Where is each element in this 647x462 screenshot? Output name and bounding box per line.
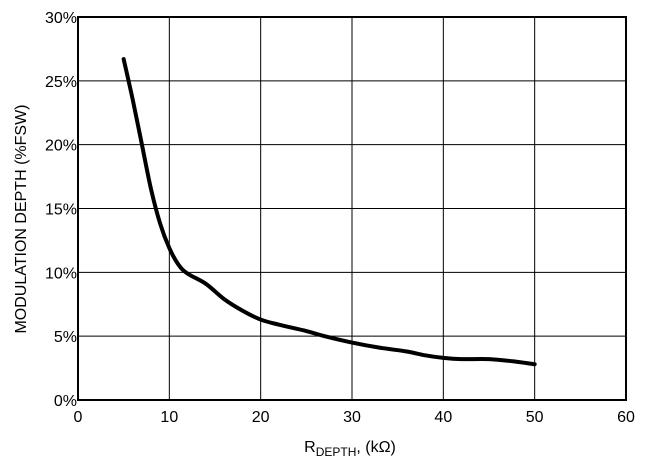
plot-frame <box>77 16 627 401</box>
x-tick-label: 10 <box>160 409 178 426</box>
grid <box>78 17 626 400</box>
y-axis-title: MODULATION DEPTH (%FSW) <box>13 104 30 333</box>
y-tick-label: 0% <box>54 393 77 410</box>
x-tick-label: 30 <box>343 409 361 426</box>
x-tick-label: 20 <box>252 409 270 426</box>
y-tick-label: 5% <box>54 329 77 346</box>
x-axis-title-main: R <box>304 439 316 456</box>
x-tick-label: 40 <box>434 409 452 426</box>
x-axis-title-suffix: , (kΩ) <box>356 439 396 456</box>
x-tick-label: 50 <box>526 409 544 426</box>
series-line <box>121 57 537 367</box>
y-tick-label: 25% <box>45 74 77 91</box>
y-tick-label: 20% <box>45 138 77 155</box>
y-tick-label: 10% <box>45 265 77 282</box>
y-tick-labels: 0% 5% 10% 15% 20% 25% 30% <box>45 10 77 410</box>
x-axis-title-subscript: DEPTH <box>316 445 357 459</box>
x-axis-title: RDEPTH, (kΩ) <box>304 439 396 459</box>
x-tick-label: 60 <box>617 409 635 426</box>
x-tick-labels: 0 10 20 30 40 50 60 <box>74 409 635 426</box>
x-tick-label: 0 <box>74 409 83 426</box>
y-tick-label: 30% <box>45 10 77 27</box>
y-tick-label: 15% <box>45 202 77 219</box>
